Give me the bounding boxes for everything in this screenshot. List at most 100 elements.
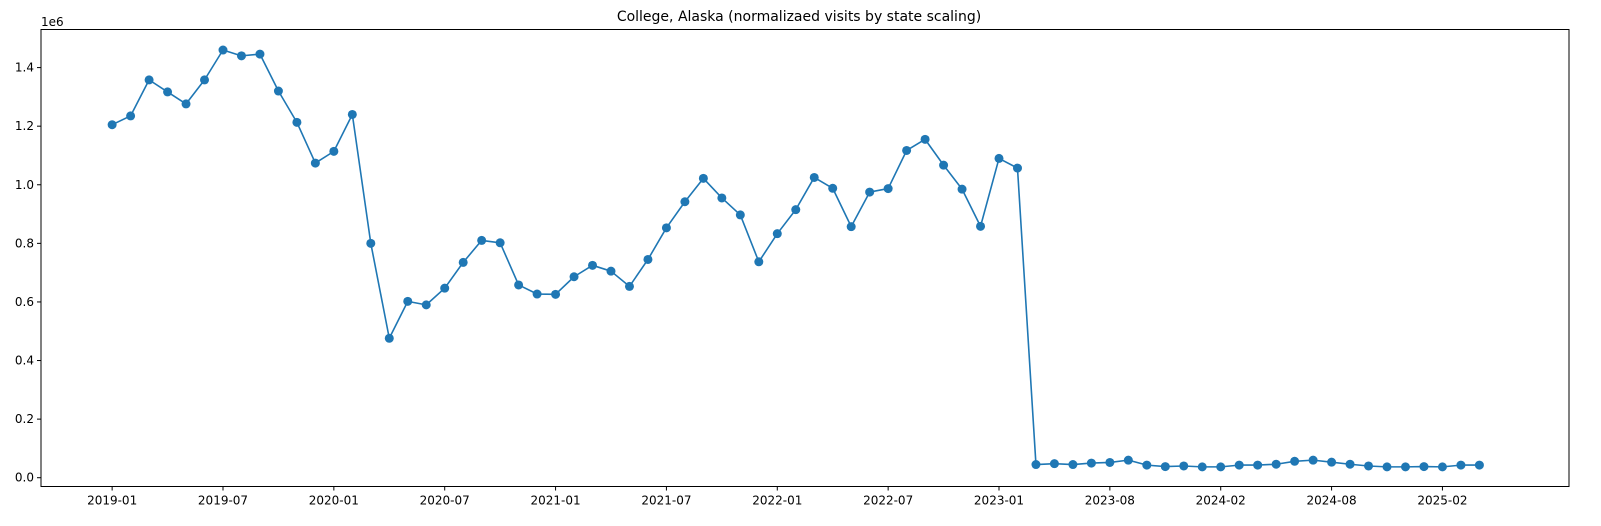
data-point — [1012, 163, 1022, 173]
y-tick-label: 0.6 — [15, 295, 34, 309]
data-point — [347, 109, 357, 119]
data-point — [1105, 457, 1115, 467]
data-point — [1086, 458, 1096, 468]
data-point — [1123, 455, 1133, 465]
data-point — [403, 296, 413, 306]
data-point — [551, 289, 561, 299]
y-offset-label: 1e6 — [41, 15, 64, 29]
data-point — [236, 51, 246, 61]
x-tick-label: 2024-02 — [1196, 494, 1246, 508]
data-point — [1197, 462, 1207, 472]
y-axis: 0.0 0.2 0.4 0.6 0.8 1.0 1.2 1.4 — [15, 61, 41, 485]
x-tick-label: 2025-02 — [1417, 494, 1467, 508]
data-point — [329, 146, 339, 156]
data-point — [107, 120, 117, 130]
data-point — [1160, 462, 1170, 472]
data-point — [514, 280, 524, 290]
data-point — [698, 173, 708, 183]
data-point — [440, 283, 450, 293]
data-point — [310, 158, 320, 168]
data-point — [994, 153, 1004, 163]
data-point — [1327, 457, 1337, 467]
data-point — [606, 266, 616, 276]
data-point — [495, 238, 505, 248]
data-point — [1216, 462, 1226, 472]
data-point — [1456, 460, 1466, 470]
x-tick-label: 2019-01 — [87, 494, 137, 508]
data-point — [218, 45, 228, 55]
data-point — [163, 87, 173, 97]
data-point — [957, 184, 967, 194]
data-point — [772, 229, 782, 239]
data-point — [384, 333, 394, 343]
x-tick-label: 2020-07 — [420, 494, 470, 508]
x-tick-label: 2021-01 — [530, 494, 580, 508]
data-point — [366, 238, 376, 248]
x-axis: 2019-01 2019-07 2020-01 2020-07 2021-01 2021-… — [87, 486, 1468, 508]
data-point — [181, 99, 191, 109]
data-point — [643, 254, 653, 264]
chart-title: College, Alaska (normalizaed visits by s… — [617, 9, 981, 25]
data-point — [920, 134, 930, 144]
data-point — [1419, 462, 1429, 472]
y-tick-label: 0.8 — [15, 236, 34, 250]
data-point — [1253, 460, 1263, 470]
data-point — [1345, 459, 1355, 469]
data-point — [1271, 459, 1281, 469]
data-point — [828, 183, 838, 193]
x-tick-label: 2019-07 — [198, 494, 248, 508]
x-tick-label: 2023-08 — [1085, 494, 1135, 508]
data-point — [458, 257, 468, 267]
data-point — [477, 235, 487, 245]
data-point — [976, 221, 986, 231]
plot-area-frame — [40, 29, 1570, 487]
data-point — [1179, 461, 1189, 471]
data-point — [624, 281, 634, 291]
data-point — [1142, 460, 1152, 470]
data-point — [1400, 462, 1410, 472]
series-line — [111, 49, 1480, 468]
data-point — [588, 260, 598, 270]
y-tick-label: 1.4 — [15, 61, 34, 75]
data-point — [292, 117, 302, 127]
y-tick-label: 1.2 — [15, 119, 34, 133]
data-point — [1308, 455, 1318, 465]
x-tick-label: 2020-01 — [309, 494, 359, 508]
y-tick-label: 0.4 — [15, 354, 34, 368]
data-point — [1234, 460, 1244, 470]
data-point — [735, 210, 745, 220]
x-tick-label: 2021-07 — [641, 494, 691, 508]
data-point — [883, 184, 893, 194]
data-point — [273, 86, 283, 96]
data-point — [1290, 456, 1300, 466]
data-point — [1049, 459, 1059, 469]
data-point — [569, 272, 579, 282]
y-tick-label: 0.0 — [15, 471, 34, 485]
data-point — [865, 187, 875, 197]
data-point — [1031, 460, 1041, 470]
data-point — [1437, 462, 1447, 472]
data-point — [754, 257, 764, 267]
data-point — [809, 172, 819, 182]
data-point — [200, 75, 210, 85]
data-point — [661, 223, 671, 233]
y-tick-label: 1.0 — [15, 178, 34, 192]
data-point — [939, 160, 949, 170]
data-point — [717, 193, 727, 203]
data-point — [255, 49, 265, 59]
data-point — [532, 289, 542, 299]
data-point — [1364, 461, 1374, 471]
data-point — [421, 300, 431, 310]
x-tick-label: 2022-07 — [863, 494, 913, 508]
data-point — [791, 205, 801, 215]
y-tick-label: 0.2 — [15, 412, 34, 426]
data-point — [846, 222, 856, 232]
data-point — [1068, 460, 1078, 470]
data-point — [1382, 462, 1392, 472]
x-tick-label: 2024-08 — [1307, 494, 1357, 508]
data-point — [144, 75, 154, 85]
x-tick-label: 2023-01 — [974, 494, 1024, 508]
data-point — [680, 197, 690, 207]
series-markers — [107, 45, 1484, 472]
